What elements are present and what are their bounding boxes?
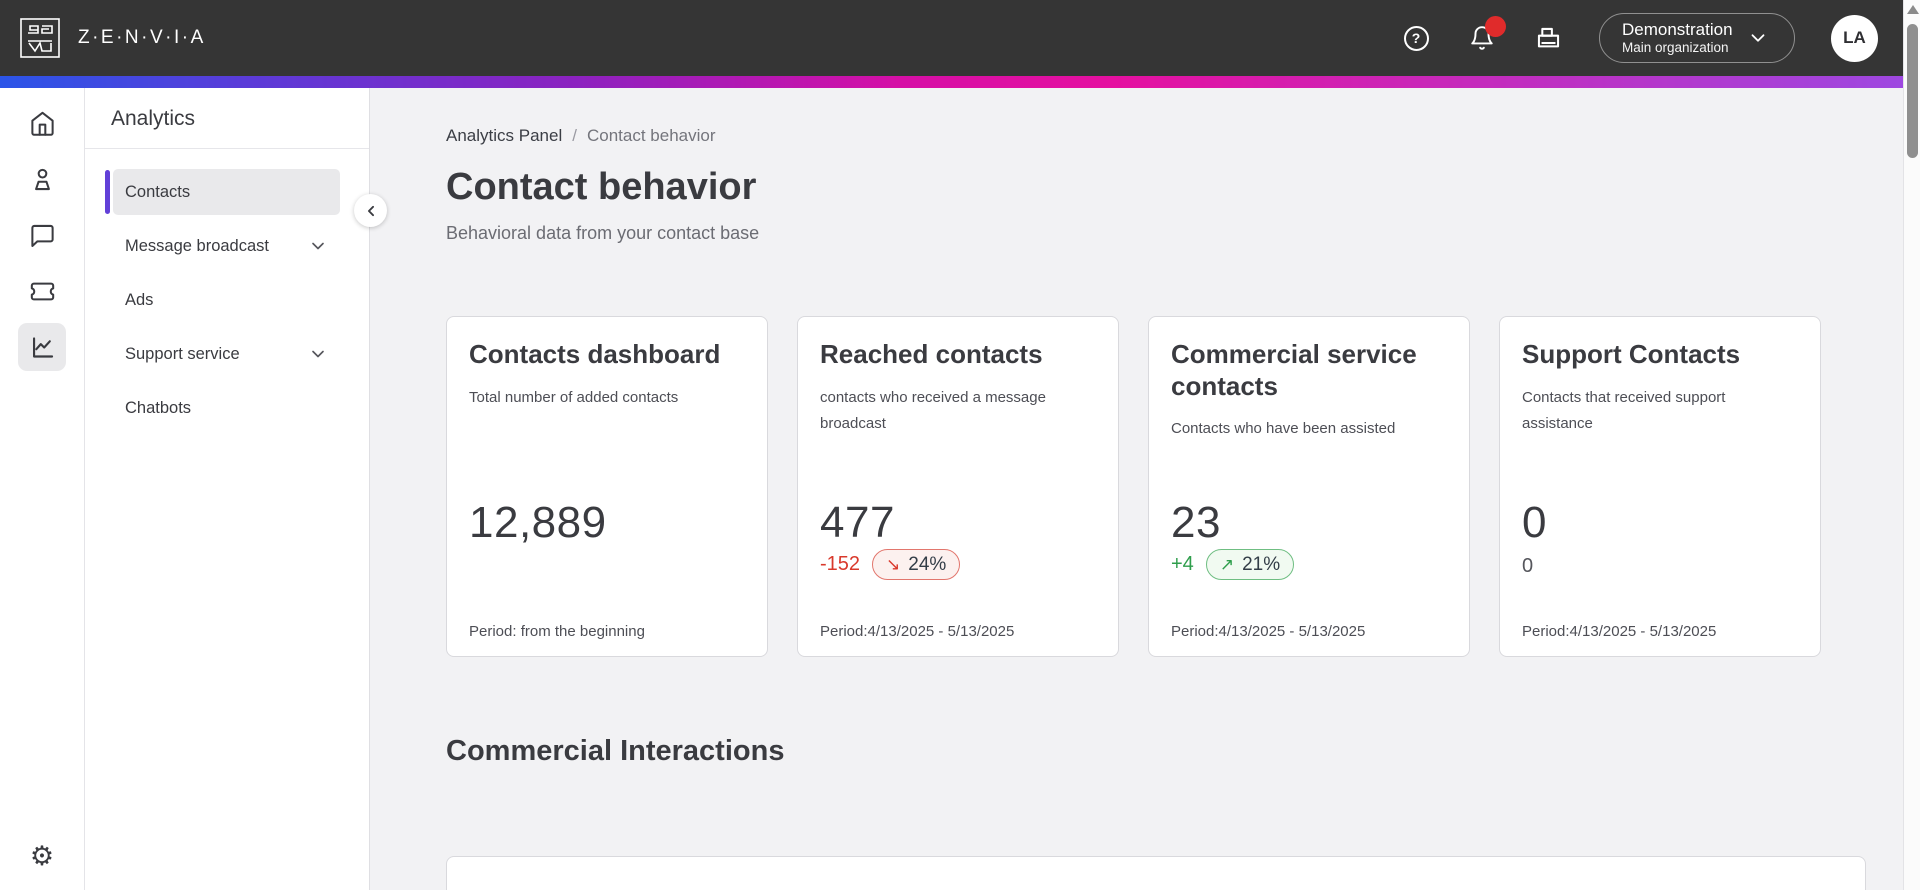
kpi-card-value: 0: [1522, 498, 1547, 547]
chevron-down-icon: [312, 350, 324, 358]
kpi-card-description: Total number of added contacts: [469, 388, 679, 406]
trend-down-icon: ↘: [886, 554, 901, 574]
scrollbar-thumb[interactable]: [1906, 24, 1918, 158]
chevron-down-icon: [1751, 34, 1764, 42]
topbar-actions: ? Demonstration Main organiza: [1401, 13, 1878, 63]
kpi-card-period: Period:4/13/2025 - 5/13/2025: [1171, 623, 1366, 640]
menu-item-label: Contacts: [125, 182, 191, 201]
section-title-commercial-interactions: Commercial Interactions: [446, 735, 785, 767]
kpi-card-commercial-service-contacts: Commercial service contacts Contacts who…: [1148, 316, 1470, 657]
trend-up-icon: ↗: [1219, 554, 1235, 574]
brand: Z·E·N·V·I·A: [18, 16, 206, 60]
breadcrumb: Analytics Panel / Contact behavior: [446, 126, 1920, 146]
scrollbar-up-arrow-icon[interactable]: [1907, 5, 1919, 14]
kpi-delta-row: -152 ↘ 24%: [820, 549, 961, 580]
chevron-left-icon: [367, 205, 374, 216]
analytics-panel: Analytics Contacts Message broadcast Ads…: [85, 88, 370, 890]
organization-subtitle: Main organization: [1622, 40, 1729, 56]
organization-switcher[interactable]: Demonstration Main organization: [1599, 13, 1795, 63]
kpi-card-support-contacts: Support Contacts Contacts that received …: [1499, 316, 1821, 657]
kpi-card-reached-contacts: Reached contacts contacts who received a…: [797, 316, 1119, 657]
nav-home-button[interactable]: [18, 99, 66, 147]
notification-badge: [1485, 16, 1506, 37]
page-subtitle: Behavioral data from your contact base: [446, 223, 760, 243]
kpi-card-description: Contacts that received support assistanc…: [1522, 388, 1726, 432]
kpi-card-description: contacts who received a message broadcas…: [820, 388, 1046, 432]
kpi-delta-value: -152: [820, 553, 861, 575]
menu-item-support-service[interactable]: Support service: [113, 331, 340, 377]
kpi-card-description: Contacts who have been assisted: [1171, 420, 1396, 438]
chevron-down-icon: [312, 242, 324, 250]
nav-contacts-button[interactable]: [18, 155, 66, 203]
zenvia-logo-icon: [18, 16, 62, 60]
printer-icon: [1537, 27, 1559, 47]
person-icon: [34, 168, 50, 190]
page-title: Contact behavior: [446, 166, 757, 208]
menu-item-label: Support service: [125, 344, 240, 363]
menu-item-ads[interactable]: Ads: [113, 277, 340, 323]
home-icon: [30, 111, 54, 136]
print-button[interactable]: [1533, 23, 1563, 53]
breadcrumb-separator: /: [572, 126, 577, 145]
help-icon: ?: [1403, 25, 1429, 51]
gear-icon: ⚙: [29, 840, 55, 871]
kpi-delta-value: 0: [1522, 555, 1534, 577]
kpi-delta-row: +4 ↗ 21%: [1171, 549, 1295, 580]
kpi-card-title: Commercial service contacts: [1171, 339, 1417, 401]
brand-name: Z·E·N·V·I·A: [78, 27, 206, 48]
menu-item-label: Chatbots: [125, 398, 192, 417]
menu-item-contacts[interactable]: Contacts: [105, 169, 340, 215]
menu-item-message-broadcast[interactable]: Message broadcast: [113, 223, 340, 269]
kpi-cards-row: Contacts dashboard Total number of added…: [446, 316, 1920, 657]
kpi-card-contacts-dashboard: Contacts dashboard Total number of added…: [446, 316, 768, 657]
notifications-button[interactable]: [1467, 16, 1506, 53]
kpi-card-period: Period:4/13/2025 - 5/13/2025: [820, 623, 1015, 640]
ticket-icon: [30, 282, 54, 300]
kpi-delta-value: +4: [1171, 553, 1194, 575]
kpi-delta-percent: 21%: [1242, 553, 1281, 575]
nav-conversations-button[interactable]: [18, 211, 66, 259]
bell-icon: [1471, 26, 1493, 50]
kpi-card-title: Contacts dashboard: [469, 339, 721, 369]
panel-divider: [85, 148, 369, 149]
avatar[interactable]: LA: [1831, 14, 1878, 62]
scrollbar[interactable]: [1903, 0, 1920, 890]
trend-pill: ↘ 24%: [872, 549, 961, 580]
kpi-card-value: 477: [820, 498, 895, 547]
kpi-card-value: 12,889: [469, 498, 607, 547]
organization-label: Demonstration Main organization: [1622, 19, 1733, 57]
nav-tickets-button[interactable]: [18, 267, 66, 315]
nav-analytics-button[interactable]: [18, 323, 66, 371]
kpi-card-period: Period:4/13/2025 - 5/13/2025: [1522, 623, 1717, 640]
kpi-card-value: 23: [1171, 498, 1221, 547]
breadcrumb-parent-link[interactable]: Analytics Panel: [446, 126, 563, 145]
help-button[interactable]: ?: [1401, 23, 1431, 53]
kpi-card-period: Period: from the beginning: [469, 623, 645, 640]
organization-name: Demonstration: [1622, 19, 1733, 39]
analytics-chart-icon: [32, 336, 53, 358]
collapse-panel-button[interactable]: [354, 194, 387, 227]
kpi-delta-percent: 24%: [908, 553, 947, 575]
brand-gradient-bar: [0, 76, 1920, 88]
trend-pill: ↗ 21%: [1205, 549, 1295, 580]
topbar: Z·E·N·V·I·A ?: [0, 0, 1920, 76]
app-body: ⚙ Analytics Contacts Message broadcast A…: [0, 88, 1920, 890]
menu-item-label: Message broadcast: [125, 236, 269, 255]
kpi-card-title: Reached contacts: [820, 339, 1043, 369]
menu-item-chatbots[interactable]: Chatbots: [113, 385, 340, 431]
commercial-interactions-card-partial: [446, 856, 1866, 890]
kpi-card-title: Support Contacts: [1522, 339, 1741, 369]
panel-title: Analytics: [111, 107, 196, 130]
panel-menu: Contacts Message broadcast Ads Support s…: [85, 149, 369, 431]
main-content: Analytics Panel / Contact behavior Conta…: [370, 88, 1920, 890]
menu-item-label: Ads: [125, 290, 154, 309]
chat-bubble-icon: [30, 224, 54, 247]
icon-rail: ⚙: [0, 88, 85, 890]
settings-button[interactable]: ⚙: [18, 832, 66, 880]
breadcrumb-current: Contact behavior: [586, 126, 716, 145]
